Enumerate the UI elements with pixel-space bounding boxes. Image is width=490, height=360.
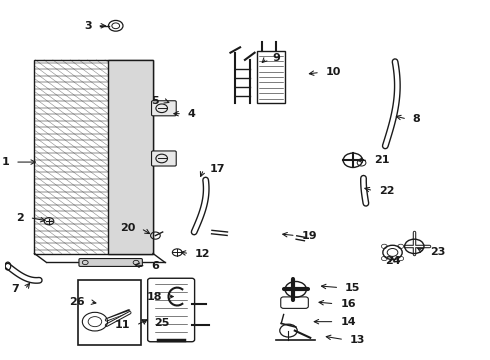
FancyBboxPatch shape (79, 258, 143, 266)
Text: 4: 4 (188, 109, 196, 119)
Bar (257, 51, 285, 103)
Text: 25: 25 (154, 319, 170, 328)
Text: 7: 7 (11, 284, 19, 294)
Text: 18: 18 (146, 292, 162, 302)
Text: 6: 6 (151, 261, 159, 271)
Text: 22: 22 (379, 186, 394, 196)
Bar (34, 60, 153, 253)
Text: 8: 8 (413, 114, 420, 124)
Text: 24: 24 (385, 256, 400, 266)
Text: 20: 20 (120, 224, 135, 233)
Text: 9: 9 (272, 53, 280, 63)
Text: 26: 26 (69, 297, 84, 307)
Text: 3: 3 (84, 21, 92, 31)
Bar (108, 60, 153, 253)
FancyBboxPatch shape (151, 101, 176, 116)
Text: 11: 11 (115, 320, 130, 330)
Text: 14: 14 (340, 317, 356, 327)
Text: 21: 21 (374, 155, 390, 165)
Text: 12: 12 (195, 248, 211, 258)
Text: 23: 23 (430, 247, 445, 257)
FancyBboxPatch shape (151, 151, 176, 166)
Text: 13: 13 (350, 334, 366, 345)
Text: 10: 10 (326, 67, 341, 77)
Text: 2: 2 (16, 213, 24, 222)
Text: 1: 1 (1, 157, 9, 167)
Text: 17: 17 (210, 164, 225, 174)
Text: 19: 19 (301, 231, 317, 240)
Bar (78, 280, 141, 345)
Text: 5: 5 (152, 96, 159, 106)
Text: 15: 15 (345, 283, 361, 293)
Text: 16: 16 (340, 299, 356, 309)
